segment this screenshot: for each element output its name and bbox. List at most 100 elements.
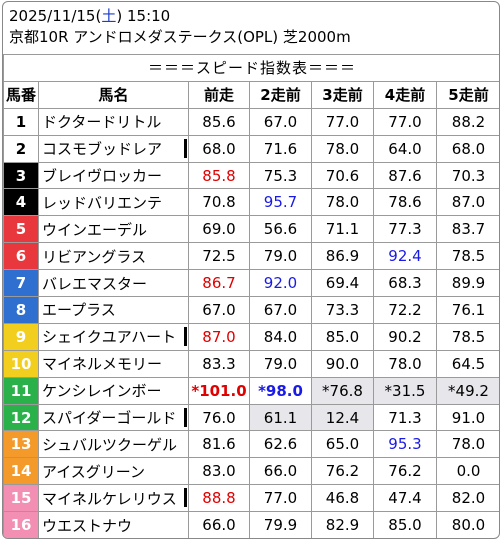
speed-index-cell: 83.3 <box>188 349 250 378</box>
speed-index-cell: 77.0 <box>249 484 312 513</box>
table-row: 11 ケンシレインボー *101.0 *98.0 *76.8 *31.5 *49… <box>3 376 499 405</box>
table-row: 1 ドクタードリトル 85.6 67.0 77.0 77.0 88.2 <box>3 107 499 136</box>
speed-index-cell: 70.6 <box>311 161 374 190</box>
col-header-num: 馬番 <box>3 80 39 109</box>
speed-index-cell: 88.2 <box>436 107 499 136</box>
horse-number: 5 <box>3 215 39 244</box>
speed-index-cell: 69.0 <box>188 215 250 244</box>
horse-number: 12 <box>3 403 39 432</box>
table-row: 5 ウインエーデル 69.0 56.6 71.1 77.3 83.7 <box>3 215 499 244</box>
horse-name: シェイクユアハート <box>38 322 189 351</box>
horse-name: アイスグリーン <box>38 457 189 486</box>
horse-name: コスモブッドレア <box>38 134 189 163</box>
speed-index-cell: *101.0 <box>188 376 250 405</box>
speed-index-table: ＝＝＝スピード指数表＝＝＝ 馬番 馬名 前走 2走前 3走前 4走前 5走前 1… <box>3 54 499 538</box>
speed-index-cell: 79.0 <box>249 242 312 271</box>
speed-index-cell: 87.0 <box>188 322 250 351</box>
horse-number: 15 <box>3 484 39 513</box>
speed-index-cell: 62.6 <box>249 430 312 459</box>
speed-index-cell: 66.0 <box>249 457 312 486</box>
race-date: 2025/11/15 <box>9 7 96 25</box>
speed-index-cell: 77.3 <box>373 215 437 244</box>
horse-name: バレエマスター <box>38 269 189 298</box>
horse-number: 4 <box>3 188 39 217</box>
horse-name: レッドバリエンテ <box>38 188 189 217</box>
speed-index-cell: 87.0 <box>436 188 499 217</box>
speed-index-cell: 85.0 <box>311 322 374 351</box>
speed-index-cell: 72.5 <box>188 242 250 271</box>
speed-index-cell: 81.6 <box>188 430 250 459</box>
speed-index-cell: 78.0 <box>373 349 437 378</box>
table-row: 16 ウエストナウ 66.0 79.9 82.9 85.0 80.0 <box>3 511 499 538</box>
speed-index-cell: *98.0 <box>249 376 312 405</box>
speed-index-cell: *49.2 <box>436 376 499 405</box>
horse-name: ケンシレインボー <box>38 376 189 405</box>
race-header: 2025/11/15(土) 15:10 京都10R アンドロメダステークス(OP… <box>3 2 499 48</box>
speed-index-cell: 92.0 <box>249 269 312 298</box>
speed-index-cell: 47.4 <box>373 484 437 513</box>
speed-index-cell: 77.0 <box>373 107 437 136</box>
speed-index-cell: 76.2 <box>311 457 374 486</box>
table-row: 12 スパイダーゴールド 76.0 61.1 12.4 71.3 91.0 <box>3 403 499 432</box>
speed-index-cell: 66.0 <box>188 511 250 538</box>
speed-index-cell: 86.7 <box>188 269 250 298</box>
table-row: 9 シェイクユアハート 87.0 84.0 85.0 90.2 78.5 <box>3 322 499 351</box>
date-line: 2025/11/15(土) 15:10 <box>9 6 499 27</box>
header-row: 馬番 馬名 前走 2走前 3走前 4走前 5走前 <box>3 80 499 109</box>
horse-name: リビアングラス <box>38 242 189 271</box>
speed-index-cell: 89.9 <box>436 269 499 298</box>
speed-index-cell: 85.6 <box>188 107 250 136</box>
speed-index-cell: 76.0 <box>188 403 250 432</box>
speed-index-cell: 71.3 <box>373 403 437 432</box>
col-header-last: 前走 <box>188 80 250 109</box>
speed-index-cell: 90.2 <box>373 322 437 351</box>
speed-index-cell: 92.4 <box>373 242 437 271</box>
speed-index-cell: 75.3 <box>249 161 312 190</box>
table-row: 10 マイネルメモリー 83.3 79.0 90.0 78.0 64.5 <box>3 349 499 378</box>
speed-index-cell: 56.6 <box>249 215 312 244</box>
speed-index-cell: 80.0 <box>436 511 499 538</box>
horse-number: 8 <box>3 296 39 324</box>
speed-index-cell: 78.0 <box>436 430 499 459</box>
speed-index-cell: 65.0 <box>311 430 374 459</box>
weekday-close: ) <box>116 7 123 25</box>
speed-index-cell: 85.8 <box>188 161 250 190</box>
horse-name: シュバルツクーゲル <box>38 430 189 459</box>
speed-index-cell: 79.0 <box>249 349 312 378</box>
col-header-name: 馬名 <box>38 80 189 109</box>
table-row: 2 コスモブッドレア 68.0 71.6 78.0 64.0 68.0 <box>3 134 499 163</box>
speed-index-cell: 88.8 <box>188 484 250 513</box>
table-row: 14 アイスグリーン 83.0 66.0 76.2 76.2 0.0 <box>3 457 499 486</box>
speed-index-cell: 0.0 <box>436 457 499 486</box>
speed-index-cell: 90.0 <box>311 349 374 378</box>
speed-index-cell: 64.0 <box>373 134 437 163</box>
speed-index-cell: 71.6 <box>249 134 312 163</box>
table-row: 4 レッドバリエンテ 70.8 95.7 78.0 78.6 87.0 <box>3 188 499 217</box>
table-title: ＝＝＝スピード指数表＝＝＝ <box>3 54 499 82</box>
speed-index-cell: 61.1 <box>249 403 312 432</box>
speed-index-cell: 69.4 <box>311 269 374 298</box>
horse-number: 13 <box>3 430 39 459</box>
horse-number: 10 <box>3 349 39 378</box>
speed-index-cell: 78.5 <box>436 242 499 271</box>
horse-number: 16 <box>3 511 39 538</box>
horse-number: 11 <box>3 376 39 405</box>
table-row: 8 エープラス 67.0 67.0 73.3 72.2 76.1 <box>3 296 499 324</box>
speed-index-cell: 91.0 <box>436 403 499 432</box>
col-header-4ago: 4走前 <box>373 80 437 109</box>
speed-index-cell: 82.9 <box>311 511 374 538</box>
speed-index-cell: 86.9 <box>311 242 374 271</box>
speed-index-cell: 76.1 <box>436 296 499 324</box>
speed-index-cell: 46.8 <box>311 484 374 513</box>
speed-index-cell: 78.0 <box>311 134 374 163</box>
col-header-3ago: 3走前 <box>311 80 374 109</box>
horse-name: スパイダーゴールド <box>38 403 189 432</box>
horse-number: 1 <box>3 107 39 136</box>
horse-name: ドクタードリトル <box>38 107 189 136</box>
speed-index-cell: 83.0 <box>188 457 250 486</box>
speed-index-cell: 67.0 <box>249 107 312 136</box>
speed-index-cell: 71.1 <box>311 215 374 244</box>
speed-index-cell: 78.0 <box>311 188 374 217</box>
speed-index-cell: 64.5 <box>436 349 499 378</box>
speed-index-cell: 70.8 <box>188 188 250 217</box>
